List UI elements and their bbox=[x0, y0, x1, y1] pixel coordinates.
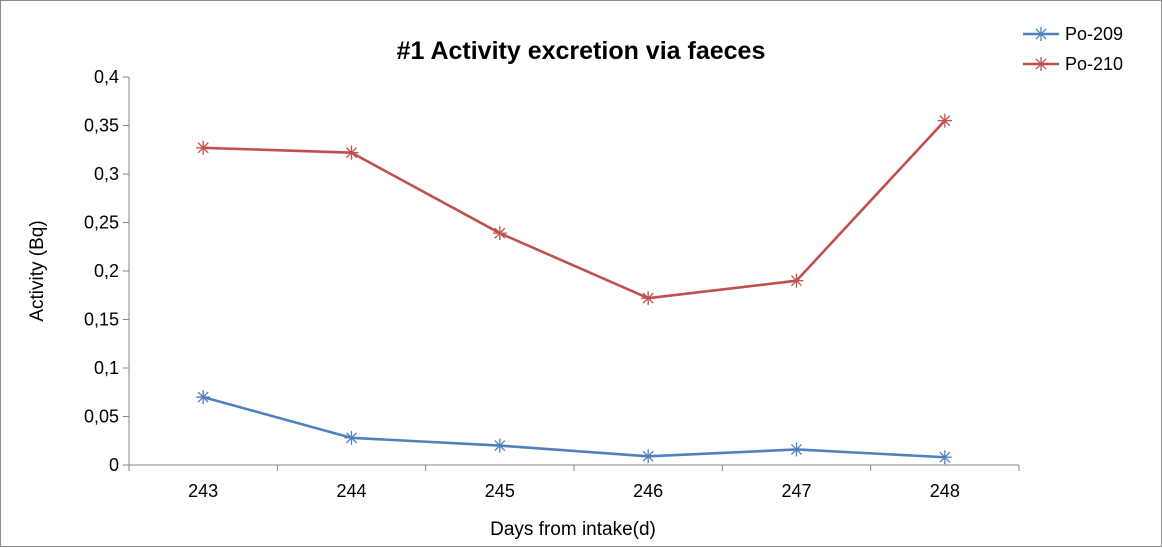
data-point-po-209 bbox=[937, 450, 952, 465]
y-tick-label: 0,2 bbox=[94, 261, 119, 281]
series-line-po-210 bbox=[203, 119, 946, 300]
data-point-po-210 bbox=[344, 145, 359, 160]
data-point-po-210 bbox=[937, 113, 952, 128]
legend-label-po-209: Po-209 bbox=[1065, 24, 1123, 44]
series-po-209 bbox=[196, 390, 952, 465]
x-tick-label: 247 bbox=[781, 481, 811, 501]
y-tick-label: 0 bbox=[109, 455, 119, 475]
chart-title: #1 Activity excretion via faeces bbox=[397, 37, 766, 65]
y-axis-label: Activity (Bq) bbox=[27, 220, 48, 321]
data-point-po-210 bbox=[492, 226, 507, 241]
data-point-po-209 bbox=[196, 390, 211, 405]
y-tick-label: 0,35 bbox=[84, 116, 119, 136]
x-tick-label: 244 bbox=[336, 481, 366, 501]
data-point-po-209 bbox=[492, 438, 507, 453]
legend: Po-209 Po-210 bbox=[1023, 24, 1123, 74]
y-tick-label: 0,1 bbox=[94, 358, 119, 378]
data-point-po-209 bbox=[789, 442, 804, 457]
legend-marker-po-210 bbox=[1034, 57, 1048, 71]
y-tick-label: 0,25 bbox=[84, 213, 119, 233]
y-tick-label: 0,3 bbox=[94, 164, 119, 184]
data-point-po-210 bbox=[641, 291, 656, 306]
y-tick-label: 0,4 bbox=[94, 67, 119, 87]
x-tick-label: 245 bbox=[485, 481, 515, 501]
x-tick-label: 248 bbox=[930, 481, 960, 501]
data-point-po-210 bbox=[789, 273, 804, 288]
data-point-po-209 bbox=[344, 430, 359, 445]
y-tick-label: 0,15 bbox=[84, 310, 119, 330]
data-point-po-210 bbox=[196, 140, 211, 155]
x-tick-label: 246 bbox=[633, 481, 663, 501]
x-axis-label: Days from intake(d) bbox=[490, 519, 656, 540]
series-line-po-209 bbox=[202, 395, 945, 459]
x-tick-label: 243 bbox=[188, 481, 218, 501]
y-tick-label: 0,05 bbox=[84, 407, 119, 427]
axes: 0 0,05 0,1 0,15 0,2 0,25 0,3 0,35 0,4 243 244 245 24… bbox=[84, 67, 1020, 501]
legend-marker-po-209 bbox=[1034, 27, 1048, 41]
series-po-210 bbox=[196, 113, 952, 306]
legend-label-po-210: Po-210 bbox=[1065, 54, 1123, 74]
series-layer bbox=[196, 113, 952, 465]
data-point-po-209 bbox=[641, 449, 656, 464]
